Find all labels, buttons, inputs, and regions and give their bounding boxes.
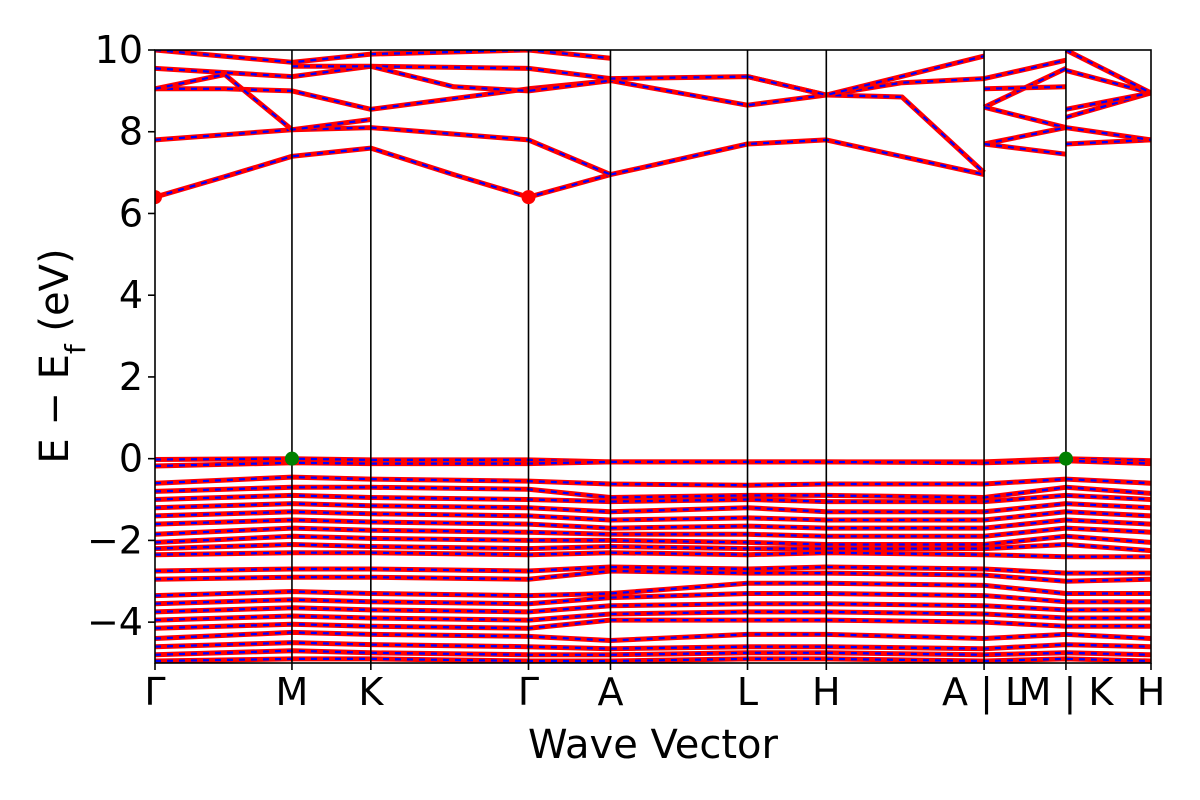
valence-band-14-up (155, 580, 1151, 599)
y-tick-label-0: −4 (87, 600, 143, 644)
valence-band-16-up (155, 601, 1151, 615)
valence-band-3-up (155, 484, 1151, 500)
conduction-band-1-up (609, 137, 985, 178)
x-tick-label-8: M | K (1019, 670, 1115, 715)
valence-band-11-up (155, 550, 1151, 560)
conduction-band-7-down (292, 65, 611, 93)
valence-band-13-up (155, 568, 1151, 584)
valence-band-12-up (155, 564, 1151, 576)
conduction-band-16-down (1065, 126, 1151, 141)
conduction-band-6-down (155, 73, 371, 131)
valence-band-6-up (155, 509, 1151, 523)
conduction-band-11-down (983, 106, 1067, 129)
y-tick-label-6: 8 (119, 110, 143, 154)
band-edge-markers (155, 190, 1073, 466)
conduction-band-0-down (155, 146, 611, 199)
y-axis-label: E − Ef (eV) (32, 248, 92, 463)
y-tick-label-1: −2 (87, 518, 143, 562)
y-axis-label-main: E − E (32, 354, 78, 464)
conduction-band-12-down (983, 126, 1067, 146)
x-tick-label-2: K (358, 670, 384, 714)
band-lines (155, 50, 1151, 663)
conduction-band-13-down (983, 142, 1067, 156)
cbm-marker-1 (521, 190, 536, 205)
conduction-band-9-down (983, 59, 1067, 80)
y-tick-label-4: 4 (119, 273, 143, 317)
x-tick-label-7: A | L (942, 670, 1026, 715)
valence-band-9-up (155, 533, 1151, 547)
x-tick-label-3: Γ (518, 670, 539, 714)
conduction-band-18-down (1065, 91, 1151, 111)
high-symmetry-lines (291, 50, 1067, 663)
y-tick-label-3: 2 (119, 355, 143, 399)
x-tick-label-4: A (597, 670, 623, 714)
conduction-band-20-down (1065, 50, 1151, 94)
conduction-band-10-down (983, 67, 1067, 109)
y-axis-ticks: −4 −2 0 2 4 6 8 10 (87, 28, 155, 644)
valence-band-10-up (155, 542, 1151, 554)
conduction-band-8-down (747, 55, 985, 97)
conduction-band-19-down (1065, 69, 1151, 94)
valence-band-20-up (155, 640, 1151, 652)
plot-frame (154, 49, 1152, 664)
valence-band-5-up (155, 501, 1151, 515)
x-tick-label-0: Γ (144, 670, 165, 714)
conduction-band-1-down (610, 138, 985, 176)
x-axis-ticks: Γ M K Γ A L H A | LM | K H (144, 663, 1165, 715)
valence-band-21-up (155, 648, 1151, 658)
x-tick-label-9: H (1137, 670, 1166, 714)
valence-band-2-up (155, 474, 1151, 488)
valence-band-22-up (155, 656, 1151, 663)
valence-band-8-up (155, 525, 1151, 539)
y-axis-label-tail: (eV) (32, 248, 78, 344)
valence-band-18-up (155, 617, 1151, 631)
valence-band-15-up (155, 591, 1151, 607)
x-tick-label-5: L (737, 670, 758, 714)
y-axis-label-sub: f (59, 343, 92, 354)
conduction-band-14-down (984, 85, 1066, 90)
y-tick-label-2: 0 (119, 437, 143, 481)
x-tick-label-1: M (276, 670, 309, 714)
x-tick-label-6: H (812, 670, 841, 714)
conduction-band-15-down (1065, 138, 1151, 146)
y-tick-label-5: 6 (119, 191, 143, 235)
vbm-marker-0 (284, 451, 299, 466)
y-tick-label-7: 10 (95, 28, 143, 72)
cbm-marker-0 (155, 190, 162, 205)
vbm-marker-1 (1058, 451, 1073, 466)
valence-band-1-up (155, 458, 1151, 469)
valence-band-17-up (155, 609, 1151, 623)
valence-band-19-up (155, 629, 1151, 643)
valence-band-7-up (155, 517, 1151, 531)
conduction-band-0-up (155, 145, 612, 200)
x-axis-label: Wave Vector (528, 722, 779, 768)
valence-band-4-up (155, 492, 1151, 505)
